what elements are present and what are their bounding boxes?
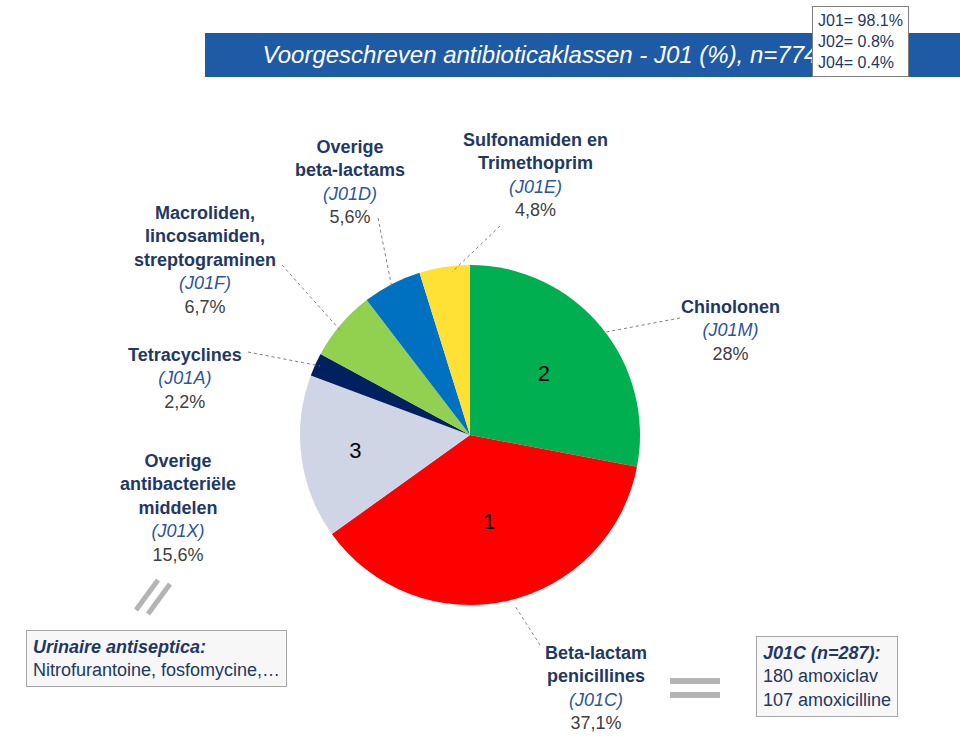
svg-text:2: 2 [538,361,550,386]
svg-text:Macroliden,lincosamiden,strept: Macroliden,lincosamiden,streptograminen(… [134,203,276,317]
svg-text:Overigeantibacteriëlemiddelen(: Overigeantibacteriëlemiddelen(J01X)15,6% [120,451,236,565]
svg-text:Overigebeta-lactams(J01D)5,6%: Overigebeta-lactams(J01D)5,6% [295,137,405,227]
svg-text:Voorgeschreven antibioticaklas: Voorgeschreven antibioticaklassen - J01 … [263,41,818,68]
svg-text:3: 3 [349,438,361,463]
svg-text:Sulfonamiden enTrimethoprim(J0: Sulfonamiden enTrimethoprim(J01E)4,8% [463,130,608,220]
svg-text:J01= 98.1%J02= 0.8%J04= 0.4%: J01= 98.1%J02= 0.8%J04= 0.4% [818,12,903,71]
svg-text:Urinaire antiseptica:Nitrofura: Urinaire antiseptica:Nitrofurantoine, fo… [33,637,280,680]
svg-text:J01C (n=287):180 amoxiclav107: J01C (n=287):180 amoxiclav107 amoxicilli… [763,643,891,710]
svg-text:Tetracyclines(J01A)2,2%: Tetracyclines(J01A)2,2% [128,345,242,412]
svg-text:Beta-lactampenicillines(J01C)3: Beta-lactampenicillines(J01C)37,1% [545,643,647,733]
svg-text:1: 1 [483,509,495,534]
svg-text:Chinolonen(J01M)28%: Chinolonen(J01M)28% [681,297,780,364]
